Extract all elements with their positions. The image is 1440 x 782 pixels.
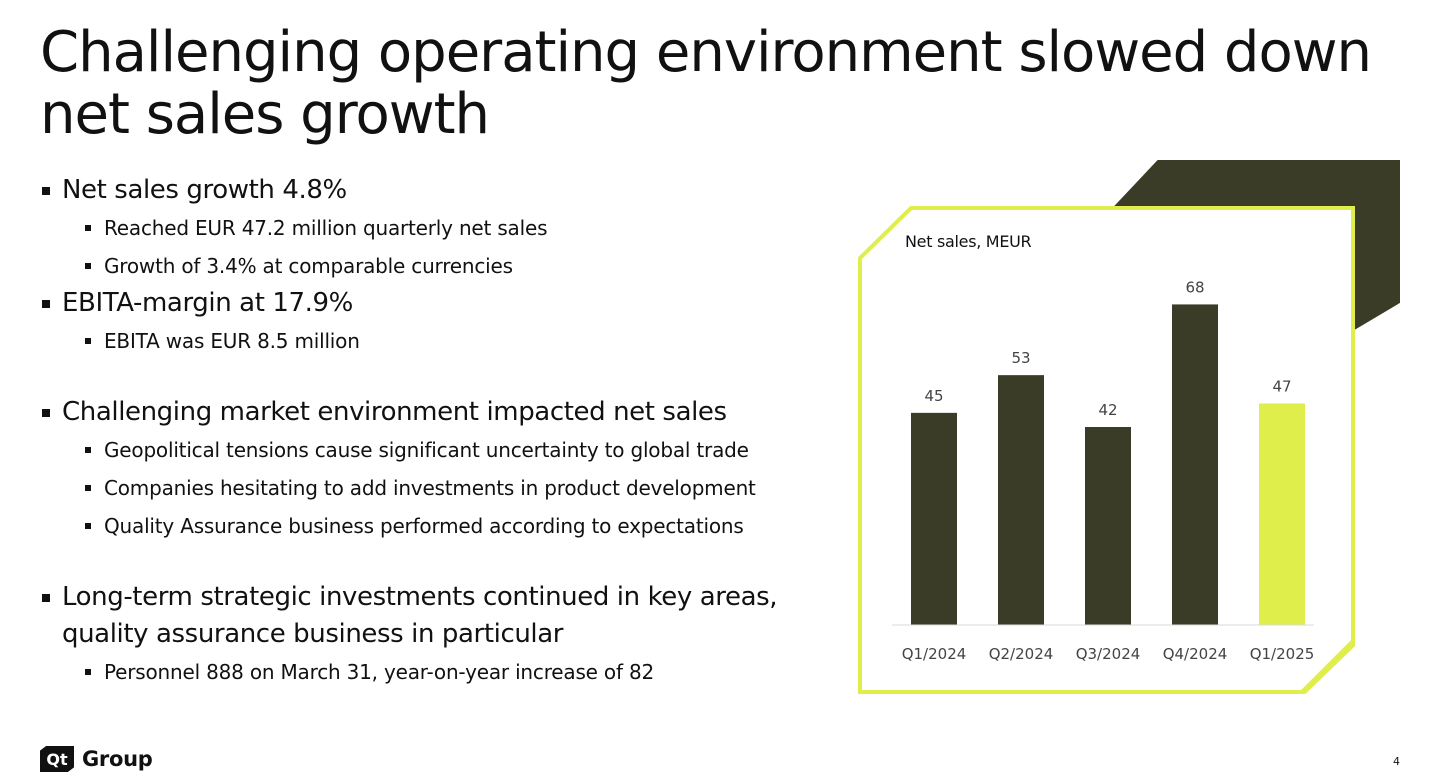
sub-bullet-personnel: Personnel 888 on March 31, year-on-year … (40, 653, 800, 691)
bar-q1-2025 (1259, 403, 1305, 625)
category-label: Q1/2024 (902, 645, 967, 663)
bar-q4-2024 (1172, 304, 1218, 625)
category-label: Q4/2024 (1163, 645, 1228, 663)
data-label: 45 (924, 387, 943, 405)
sub-bullet-quarterly-net-sales: Reached EUR 47.2 million quarterly net s… (40, 209, 800, 247)
bar-q2-2024 (998, 375, 1044, 625)
category-label: Q2/2024 (989, 645, 1054, 663)
data-label: 53 (1011, 349, 1030, 367)
category-label: Q1/2025 (1250, 645, 1315, 663)
category-label: Q3/2024 (1076, 645, 1141, 663)
bullet-market-environment: Challenging market environment impacted … (40, 394, 800, 431)
bar-q3-2024 (1085, 427, 1131, 625)
bullet-ebita-margin: EBITA-margin at 17.9% (40, 285, 800, 322)
bullet-strategic-investments: Long-term strategic investments continue… (40, 579, 800, 653)
data-label: 68 (1185, 278, 1204, 296)
sub-bullet-ebita: EBITA was EUR 8.5 million (40, 322, 800, 360)
bullet-list: Net sales growth 4.8% Reached EUR 47.2 m… (40, 172, 800, 691)
logo-text: Group (82, 747, 153, 771)
qt-group-logo: Qt Group (40, 746, 153, 772)
sub-bullet-comparable-growth: Growth of 3.4% at comparable currencies (40, 247, 800, 285)
sub-bullet-geopolitical: Geopolitical tensions cause significant … (40, 431, 800, 469)
bar-q1-2024 (911, 412, 957, 625)
sub-bullet-quality-assurance: Quality Assurance business performed acc… (40, 507, 800, 545)
data-label: 47 (1272, 377, 1291, 395)
net-sales-bar-chart: 45 Q1/2024 53 Q2/2024 42 Q3/2024 68 Q4/2024 47 Q1… (892, 278, 1315, 663)
qt-logo-mark: Qt (40, 746, 74, 772)
slide-title: Challenging operating environment slowed… (40, 20, 1372, 147)
sub-bullet-investments-hesitation: Companies hesitating to add investments … (40, 469, 800, 507)
chart-title: Net sales, MEUR (905, 232, 1032, 251)
page-number: 4 (1393, 755, 1400, 768)
data-label: 42 (1098, 401, 1117, 419)
bullet-net-sales-growth: Net sales growth 4.8% (40, 172, 800, 209)
